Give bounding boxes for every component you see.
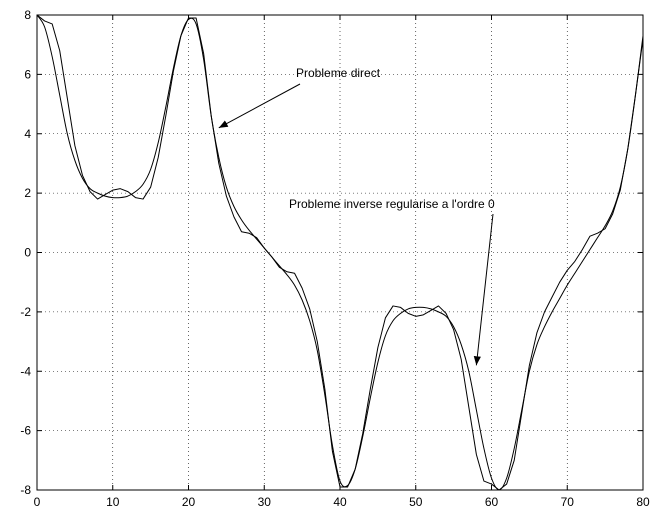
x-tick-label: 80 (636, 495, 650, 509)
annotation-label: Probleme inverse regularise a l'ordre 0 (289, 197, 495, 211)
series-group (36, 14, 644, 491)
y-tick-label: -4 (20, 364, 31, 378)
y-tick-label: 2 (24, 186, 31, 200)
y-tick-label: 0 (24, 246, 31, 260)
x-tick-label: 70 (561, 495, 575, 509)
x-tick-label: 40 (333, 495, 347, 509)
y-tick-label: -6 (20, 424, 31, 438)
annotations: Probleme direct Probleme inverse regulari… (218, 66, 495, 366)
series-line-direct (36, 14, 644, 491)
plot-frame (36, 14, 644, 491)
y-tick-label: -2 (20, 305, 31, 319)
y-tick-label: -8 (20, 483, 31, 497)
x-tick-label: 50 (409, 495, 423, 509)
series-line-inverse (36, 14, 644, 491)
y-tick-label: 4 (24, 127, 31, 141)
grid (37, 15, 643, 490)
annotation-label: Probleme direct (296, 66, 381, 80)
x-tick-label: 60 (485, 495, 499, 509)
x-tick-label: 30 (258, 495, 272, 509)
axis-ticks: 0 10 20 30 40 50 60 70 80 -8 -6 -4 -2 0 2 4 6 8 (20, 8, 650, 509)
annotation-arrow (473, 213, 494, 366)
y-tick-label: 6 (24, 67, 31, 81)
annotation-arrow (218, 83, 301, 129)
x-tick-label: 0 (34, 495, 41, 509)
x-tick-label: 20 (182, 495, 196, 509)
x-tick-label: 10 (106, 495, 120, 509)
y-tick-label: 8 (24, 8, 31, 22)
